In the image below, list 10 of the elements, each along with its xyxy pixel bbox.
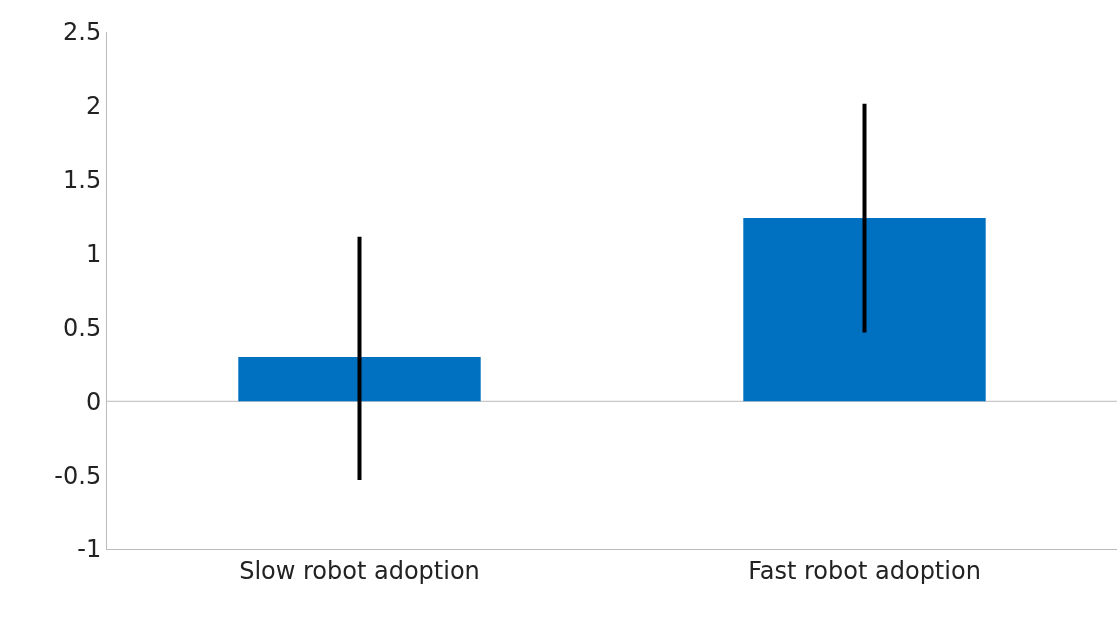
y-tick-label: 2.5 (63, 18, 102, 47)
x-tick-label: Slow robot adoption (239, 556, 480, 585)
y-tick-label: -0.5 (54, 461, 102, 490)
y-tick-label: 0.5 (63, 313, 102, 342)
y-tick-label: 2 (85, 92, 102, 121)
x-tick-label: Fast robot adoption (748, 556, 981, 585)
y-tick-label: 0 (85, 387, 102, 416)
y-tick-label: -1 (77, 535, 102, 564)
y-tick-label: 1.5 (63, 166, 102, 195)
y-tick-label: 1 (85, 239, 102, 268)
